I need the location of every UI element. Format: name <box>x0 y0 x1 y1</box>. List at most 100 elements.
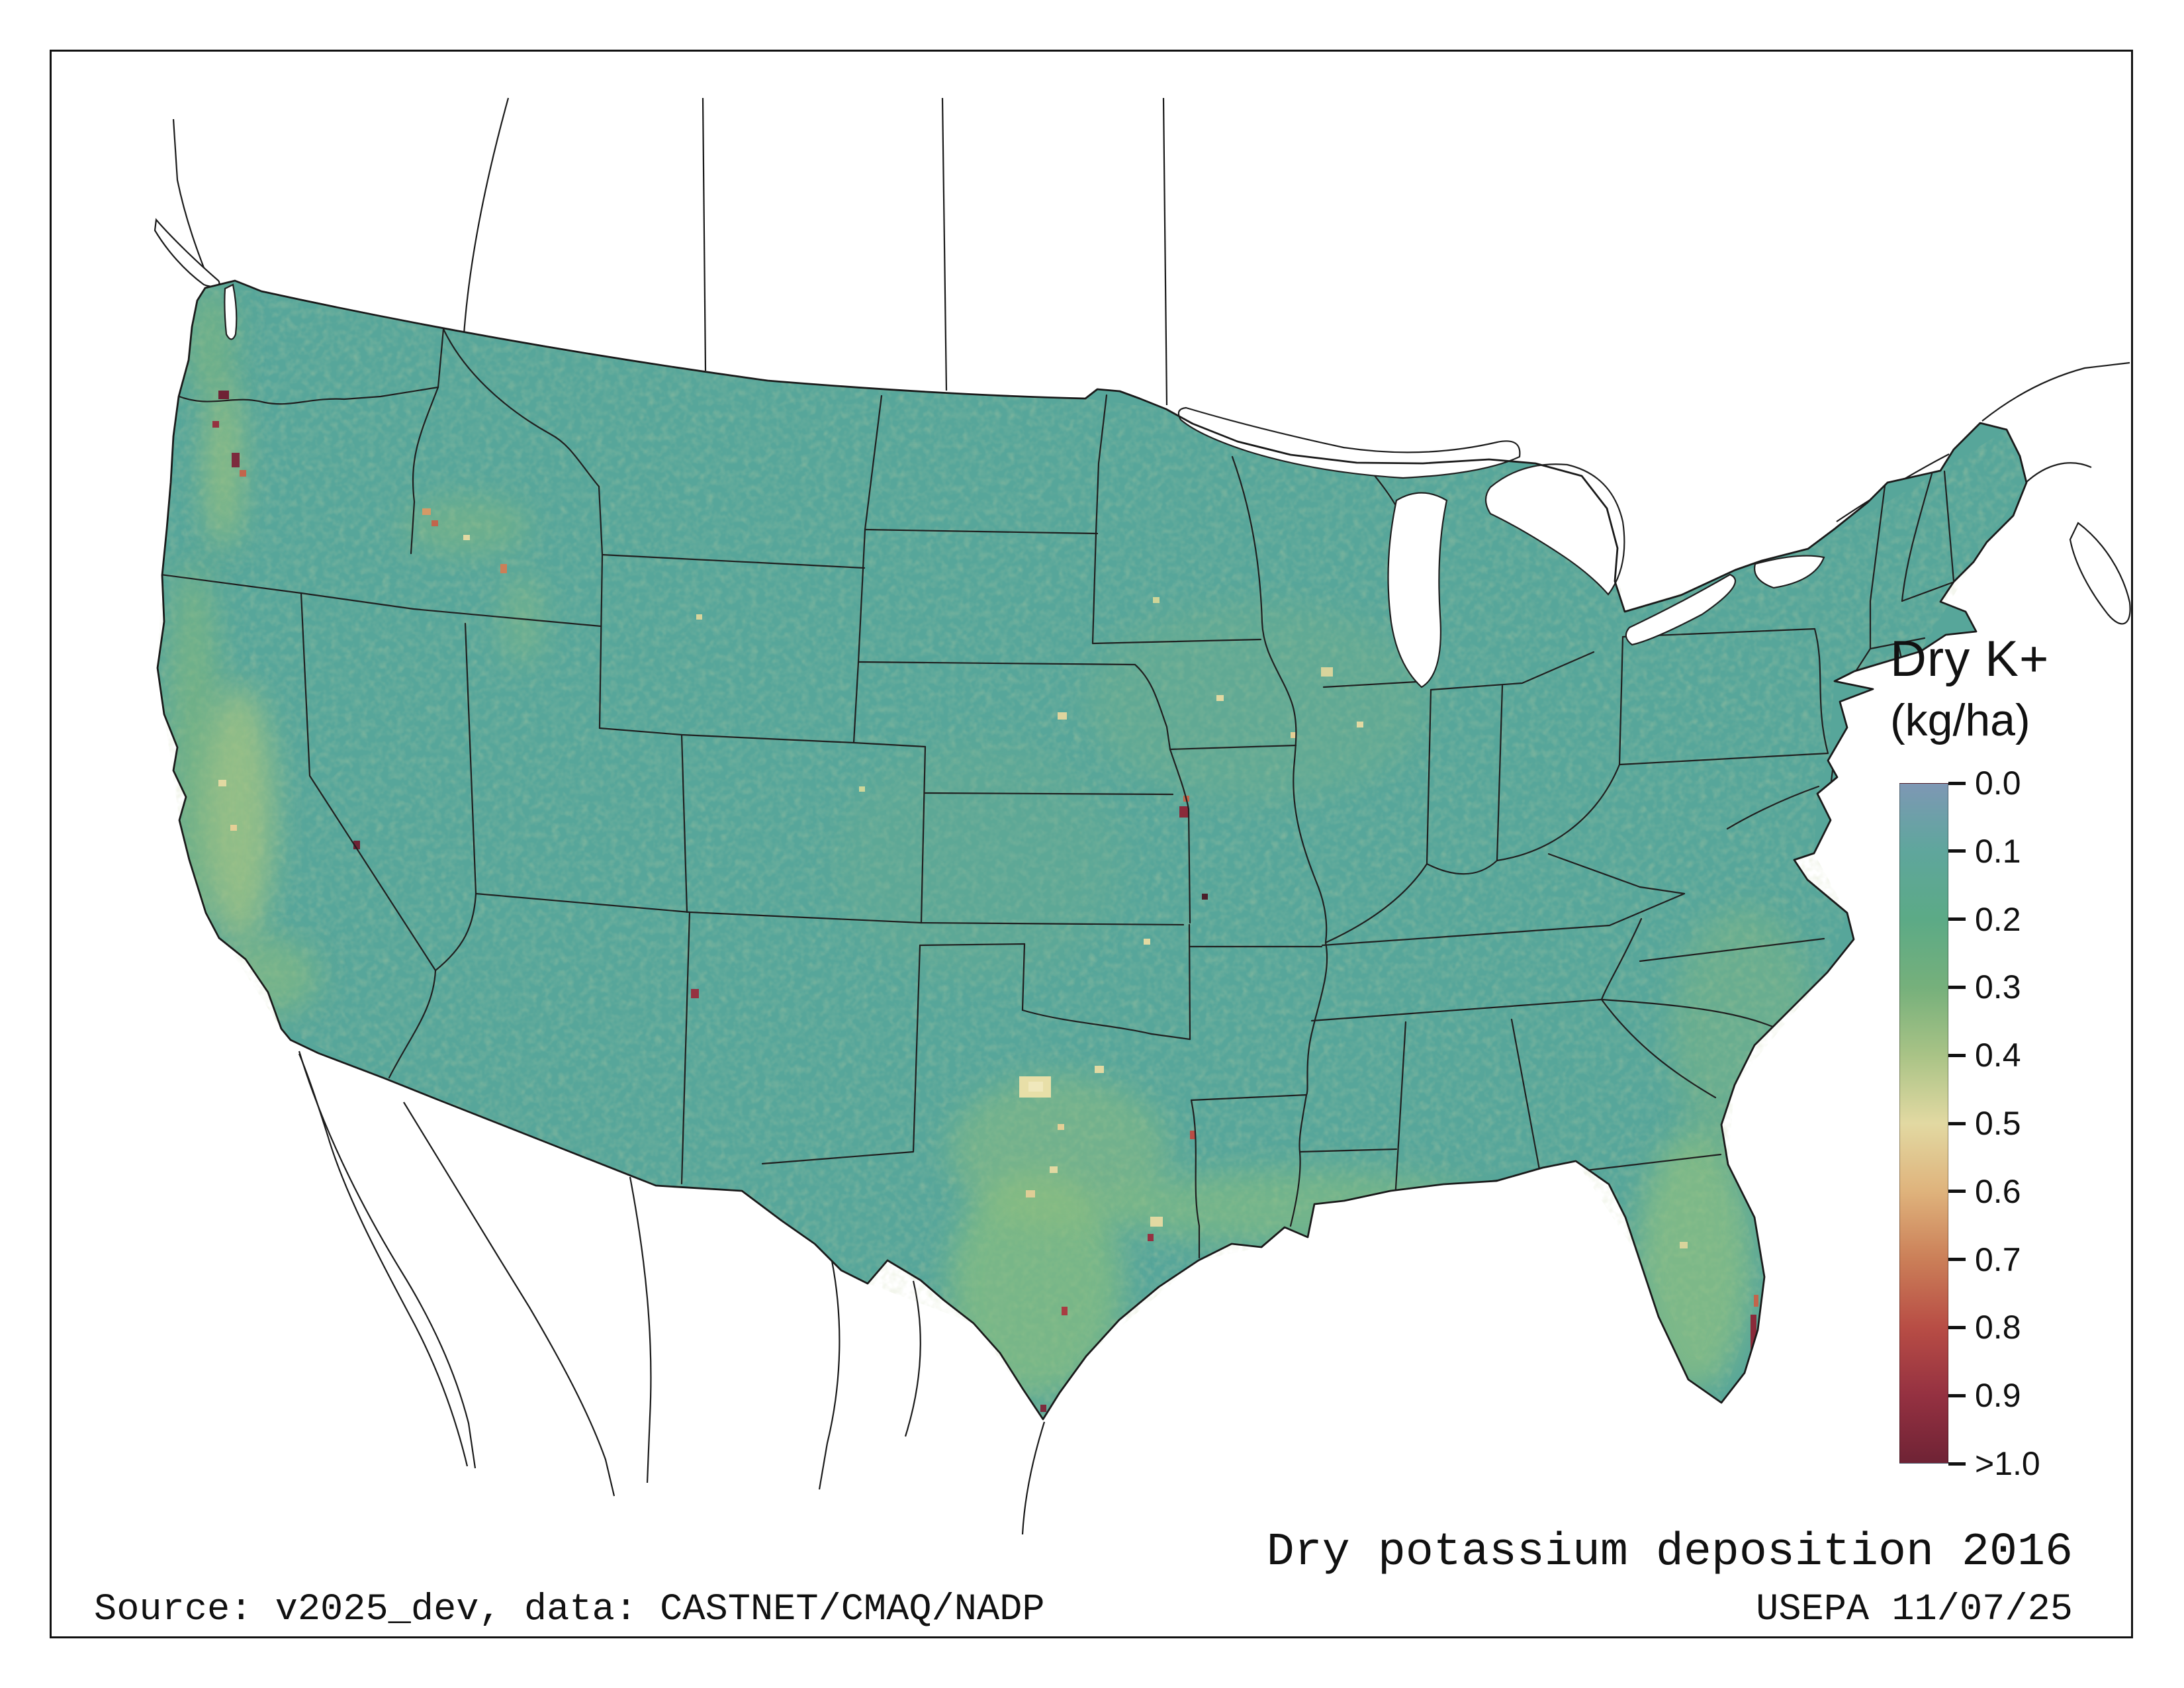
state-border <box>1618 752 1829 766</box>
tick-mark <box>1948 1462 1966 1466</box>
tick-label: 0.6 <box>1975 1172 2021 1210</box>
state-border <box>598 553 604 729</box>
colorbar-ticks: 0.0 0.1 0.2 0.3 0.4 0.5 0.6 0.7 0.8 0.9 >1.0 <box>1948 765 2107 1482</box>
hotspot-albuquerque-nm <box>691 989 699 998</box>
tick-mark <box>1948 1053 1966 1057</box>
state-border <box>1021 1009 1191 1041</box>
hotspot-houston-tx <box>1150 1217 1163 1227</box>
hotspots <box>212 391 1758 1412</box>
colorbar-tick: 0.5 <box>1948 1104 2021 1143</box>
state-border <box>1095 394 1108 535</box>
figure-border <box>50 50 2133 1638</box>
tick-label: 0.2 <box>1975 900 2021 938</box>
colorbar-tick: 0.2 <box>1948 900 2021 939</box>
soft-region-central-valley <box>205 685 274 943</box>
state-border <box>1618 635 1624 766</box>
hotspot-salem-or <box>212 421 219 428</box>
state-border <box>1869 485 1886 602</box>
hotspot-corpus-christi-tx <box>1062 1307 1068 1315</box>
soft-region-washington-coast <box>185 285 236 397</box>
state-border <box>924 792 1174 796</box>
state-border <box>1943 470 1955 583</box>
agency-credit: USEPA 11/07/25 <box>1756 1589 2073 1631</box>
tick-label: >1.0 <box>1975 1445 2040 1482</box>
state-border <box>598 727 927 748</box>
colorbar-tick: 0.3 <box>1948 968 2021 1006</box>
state-border <box>1394 1021 1407 1201</box>
tick-label: 0.7 <box>1975 1241 2021 1278</box>
mexico-outlines <box>298 1051 1046 1535</box>
state-border <box>1298 1148 1398 1153</box>
state-border <box>410 386 439 555</box>
tick-mark <box>1948 781 1966 785</box>
hotspot-florida-east-coast <box>1751 1315 1756 1356</box>
tick-label: 0.9 <box>1975 1377 2021 1415</box>
nova-scotia <box>2069 522 2131 625</box>
soft-region-willamette-valley <box>206 377 241 549</box>
hotspot-houston-ship-channel <box>1148 1234 1154 1241</box>
colorbar-gradient <box>1899 783 1948 1464</box>
hotspot-orlando-fl <box>1680 1242 1688 1248</box>
figure-title: Dry potassium deposition 2016 <box>1266 1526 2073 1579</box>
tick-label: 0.4 <box>1975 1037 2021 1074</box>
state-border <box>1600 917 1643 1001</box>
state-border <box>442 328 604 556</box>
tick-mark <box>1948 1258 1966 1262</box>
state-border <box>1169 748 1191 924</box>
tick-mark <box>1948 985 1966 989</box>
source-note: Source: v2025_dev, data: CASTNET/CMAQ/NA… <box>94 1589 1045 1631</box>
colorbar-tick: 0.7 <box>1948 1241 2021 1279</box>
tick-mark <box>1948 1190 1966 1194</box>
colorbar-tick: 0.0 <box>1948 764 2021 802</box>
state-border <box>1188 923 1191 1041</box>
state-border <box>1496 684 1504 862</box>
state-border <box>1190 1099 1201 1259</box>
hotspot-missouri-speck <box>1202 894 1208 900</box>
hotspot-waco-tx <box>1058 1124 1064 1130</box>
state-border <box>920 745 927 924</box>
state-border <box>1496 763 1621 862</box>
conus-outline <box>156 279 2028 1421</box>
tick-mark <box>1948 1121 1966 1125</box>
state-borders <box>159 328 1955 1259</box>
colorbar-tick: >1.0 <box>1948 1444 2040 1483</box>
state-border <box>176 386 439 405</box>
state-border <box>857 661 1171 751</box>
sonora-chihuahua-border <box>629 1176 652 1483</box>
hotspot-quad-cities <box>1291 732 1297 738</box>
hotspot-brownsville-tx <box>1040 1405 1046 1412</box>
hotspot-cache-valley-ut <box>500 564 507 573</box>
tick-mark <box>1948 849 1966 853</box>
tamaulipas-coast <box>1021 1421 1046 1535</box>
lake-ontario <box>1754 555 1825 589</box>
colorbar-tick: 0.9 <box>1948 1376 2021 1415</box>
hotspot-kansas-city <box>1179 806 1189 818</box>
legend-title: Dry K+ <box>1890 631 2050 687</box>
colorbar-tick: 0.1 <box>1948 832 2021 870</box>
state-border <box>475 892 1185 926</box>
hotspot-sacramento-ca <box>218 780 226 786</box>
soft-region-central-texas <box>950 1076 1168 1228</box>
canada-ab-sk-border <box>702 97 707 371</box>
hotspot-portland-or <box>218 391 229 399</box>
hotspot-minneapolis-mn <box>1153 597 1160 603</box>
lake-erie <box>1625 573 1737 646</box>
hotspot-fresno-ca <box>230 825 237 831</box>
hotspot-cape-canaveral <box>1754 1295 1758 1307</box>
state-border <box>464 622 477 895</box>
tick-mark <box>1948 917 1966 921</box>
canada-sk-mb-border <box>941 97 948 391</box>
hotspot-san-antonio-tx <box>1026 1190 1035 1197</box>
state-border <box>680 733 688 914</box>
tick-label: 0.3 <box>1975 968 2021 1006</box>
hotspot-denver-co <box>859 786 865 792</box>
state-border <box>1310 998 1603 1022</box>
state-border <box>1813 628 1829 755</box>
legend-units: (kg/ha) <box>1890 695 2030 745</box>
state-border <box>680 911 691 1185</box>
state-border <box>1639 937 1825 962</box>
state-border <box>159 573 602 628</box>
state-border <box>388 969 437 1079</box>
legend: Dry K+ (kg/ha) 0.0 0.1 0.2 0.3 0.4 0.5 0.6 0.7 0… <box>1890 630 2111 1482</box>
